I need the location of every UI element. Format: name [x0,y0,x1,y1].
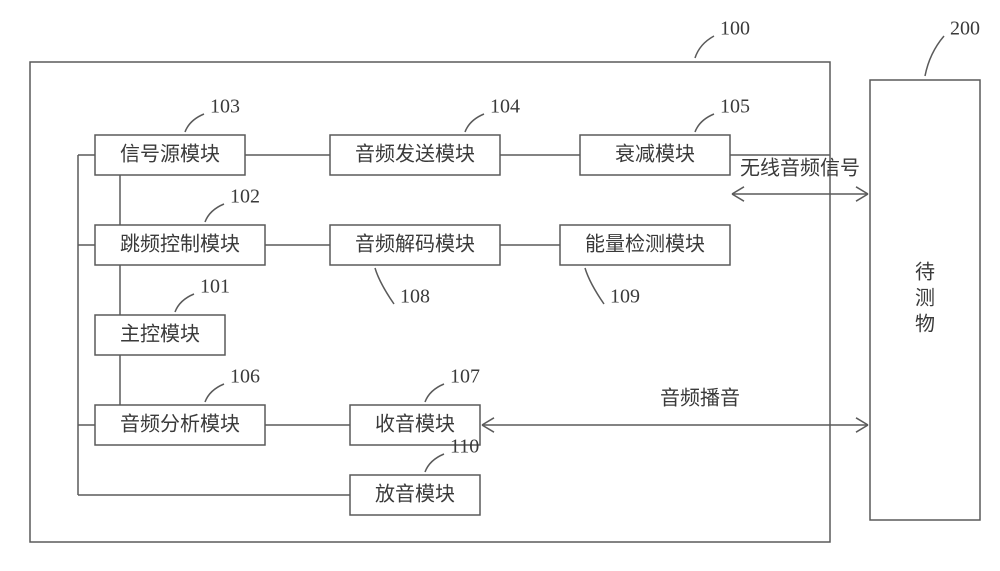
leader-line [205,204,224,222]
connector [856,425,868,432]
connector [482,418,494,425]
leader-line [695,36,714,58]
ref-104: 104 [490,96,520,118]
connector [856,194,868,201]
dut-label: 物 [915,313,935,336]
ref-109: 109 [610,286,640,308]
ref-103: 103 [210,96,240,118]
module-label-n101: 主控模块 [120,323,200,346]
module-label-n104: 音频发送模块 [355,143,475,166]
leader-line [425,384,444,402]
leader-line [925,36,944,76]
connector [856,418,868,425]
module-label-n102: 跳频控制模块 [120,233,240,256]
ref-200: 200 [950,18,980,40]
ref-102: 102 [230,186,260,208]
audio-play-label: 音频播音 [660,387,740,410]
leader-line [185,114,204,132]
leader-line [465,114,484,132]
connector [732,194,744,201]
module-label-n106: 音频分析模块 [120,413,240,436]
ref-110: 110 [450,436,479,458]
ref-100: 100 [720,18,750,40]
ref-101: 101 [200,276,230,298]
ref-108: 108 [400,286,430,308]
module-label-n107: 收音模块 [375,413,455,436]
ref-106: 106 [230,366,260,388]
module-label-n110: 放音模块 [375,483,455,506]
module-label-n108: 音频解码模块 [355,233,475,256]
connector [856,187,868,194]
dut-label: 待 [915,261,935,284]
connector [732,187,744,194]
dut-label: 测 [915,287,935,310]
module-label-n105: 衰减模块 [615,143,695,166]
connector [482,425,494,432]
leader-line [585,268,604,304]
leader-line [695,114,714,132]
wireless-label: 无线音频信号 [740,157,860,180]
module-label-n109: 能量检测模块 [585,233,705,256]
ref-105: 105 [720,96,750,118]
leader-line [205,384,224,402]
leader-line [425,454,444,472]
module-label-n103: 信号源模块 [120,143,220,166]
leader-line [375,268,394,304]
ref-107: 107 [450,366,480,388]
leader-line [175,294,194,312]
system-container-100 [30,62,830,542]
